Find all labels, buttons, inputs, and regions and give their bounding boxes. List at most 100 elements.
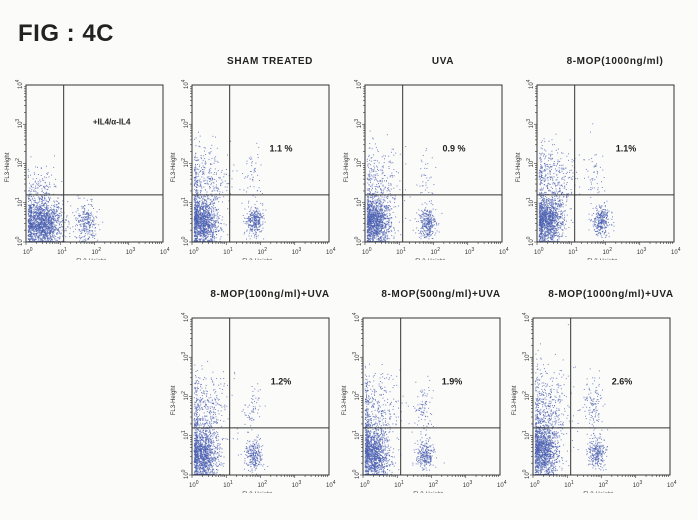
data-point xyxy=(48,239,49,241)
data-point xyxy=(213,229,214,231)
data-point xyxy=(250,215,252,217)
data-point xyxy=(46,237,48,239)
data-point xyxy=(210,220,212,222)
data-point xyxy=(50,223,51,225)
data-point xyxy=(205,215,207,217)
data-point xyxy=(370,233,372,235)
data-point xyxy=(79,240,81,242)
data-point xyxy=(31,236,33,238)
x-tick-label: 100 xyxy=(23,247,33,256)
data-point xyxy=(206,213,208,215)
data-point xyxy=(39,184,41,186)
data-point xyxy=(33,228,35,230)
data-point xyxy=(210,236,212,237)
data-point xyxy=(195,204,197,206)
data-point xyxy=(28,226,30,227)
data-point xyxy=(195,219,197,221)
data-point xyxy=(195,164,196,165)
data-point xyxy=(202,233,204,235)
data-point xyxy=(197,159,199,161)
data-point xyxy=(387,221,389,223)
data-point xyxy=(32,219,34,221)
data-point xyxy=(201,203,203,205)
data-point xyxy=(76,237,78,239)
data-point xyxy=(372,225,374,227)
data-point xyxy=(30,224,32,225)
data-point xyxy=(222,216,224,218)
data-point xyxy=(244,208,246,210)
data-point xyxy=(44,202,46,204)
data-point xyxy=(80,237,82,239)
data-point xyxy=(58,208,60,210)
data-point xyxy=(30,238,32,240)
data-point xyxy=(58,227,60,229)
data-point xyxy=(37,204,39,206)
data-point xyxy=(51,208,52,210)
data-point xyxy=(46,221,48,223)
data-point xyxy=(49,234,51,236)
data-point xyxy=(202,173,204,174)
data-point xyxy=(32,184,34,186)
data-point xyxy=(36,211,38,213)
data-point xyxy=(34,214,36,216)
data-point xyxy=(47,228,49,230)
x-tick-exponent: 4 xyxy=(333,247,336,253)
data-point xyxy=(375,212,377,214)
data-point xyxy=(255,238,257,240)
data-point xyxy=(385,207,387,209)
data-point xyxy=(254,222,256,224)
data-point xyxy=(214,190,216,192)
data-point xyxy=(375,214,377,216)
data-point xyxy=(209,186,211,188)
data-point xyxy=(231,178,233,180)
data-point xyxy=(210,204,212,205)
data-point xyxy=(374,202,376,204)
data-point xyxy=(47,221,49,223)
data-point xyxy=(257,154,259,156)
data-point xyxy=(195,207,197,209)
data-point xyxy=(215,136,216,138)
data-point xyxy=(207,233,209,235)
data-point xyxy=(381,210,383,212)
data-point xyxy=(203,171,205,173)
data-point xyxy=(86,199,88,201)
data-point xyxy=(209,199,211,201)
data-point xyxy=(209,181,211,182)
data-point xyxy=(205,215,206,217)
data-point xyxy=(213,224,215,226)
data-point xyxy=(381,228,383,230)
data-point xyxy=(200,190,202,192)
data-point xyxy=(44,217,46,218)
data-point xyxy=(373,219,375,221)
data-point xyxy=(206,220,208,222)
data-point xyxy=(89,217,91,219)
data-point xyxy=(42,220,44,222)
data-point xyxy=(50,219,52,221)
data-point xyxy=(44,198,45,200)
data-point xyxy=(207,225,209,227)
data-point xyxy=(254,217,256,219)
data-point xyxy=(89,226,91,228)
data-point xyxy=(210,182,212,184)
data-point xyxy=(196,233,198,235)
data-point xyxy=(58,238,60,240)
data-point xyxy=(194,231,196,233)
data-point xyxy=(212,202,214,204)
data-point xyxy=(373,207,375,209)
data-point xyxy=(41,199,43,201)
data-point xyxy=(33,200,35,201)
data-point xyxy=(383,212,385,214)
data-point xyxy=(67,226,69,228)
data-point xyxy=(222,191,224,193)
x-tick-exponent: 3 xyxy=(298,247,301,253)
data-point xyxy=(196,223,198,225)
data-point xyxy=(207,210,209,212)
data-point xyxy=(210,203,212,205)
data-point xyxy=(40,184,42,186)
data-point xyxy=(55,186,57,188)
data-point xyxy=(45,199,47,201)
data-point xyxy=(37,166,38,168)
data-point xyxy=(29,205,31,207)
data-point xyxy=(49,240,51,241)
data-point xyxy=(205,221,207,223)
